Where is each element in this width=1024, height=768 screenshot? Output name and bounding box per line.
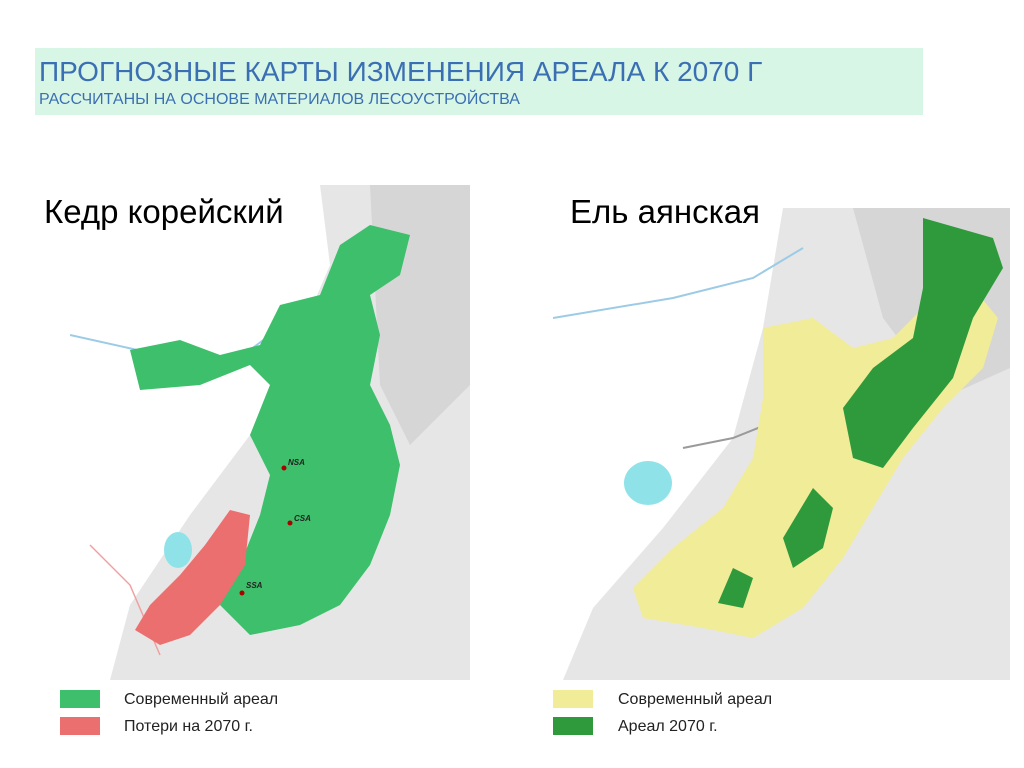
loss-range — [135, 510, 250, 645]
legend-label: Современный ареал — [124, 691, 279, 708]
map-label: CSA — [294, 514, 311, 523]
legend-swatch — [60, 690, 100, 708]
map-left: NSA CSA SSA — [70, 185, 470, 680]
future-range-patch — [718, 568, 753, 608]
map-label: SSA — [246, 581, 263, 590]
future-range — [843, 218, 1003, 468]
current-range — [130, 225, 410, 635]
header: ПРОГНОЗНЫЕ КАРТЫ ИЗМЕНЕНИЯ АРЕАЛА К 2070… — [35, 48, 923, 115]
legend-swatch — [553, 690, 593, 708]
subtitle: РАССЧИТАНЫ НА ОСНОВЕ МАТЕРИАЛОВ ЛЕСОУСТР… — [39, 91, 520, 108]
panel-title: Кедр корейский — [44, 193, 284, 230]
legend-label: Ареал 2070 г. — [618, 718, 718, 735]
legend-swatch — [553, 717, 593, 735]
legend-swatch — [60, 717, 100, 735]
map-right — [553, 208, 1010, 680]
panel-title: Ель аянская — [570, 193, 760, 230]
legend-label: Потери на 2070 г. — [124, 718, 253, 735]
future-range-patch — [783, 488, 833, 568]
map-label: NSA — [288, 458, 305, 467]
legend-label: Современный ареал — [618, 691, 773, 708]
title: ПРОГНОЗНЫЕ КАРТЫ ИЗМЕНЕНИЯ АРЕАЛА К 2070… — [39, 56, 763, 87]
